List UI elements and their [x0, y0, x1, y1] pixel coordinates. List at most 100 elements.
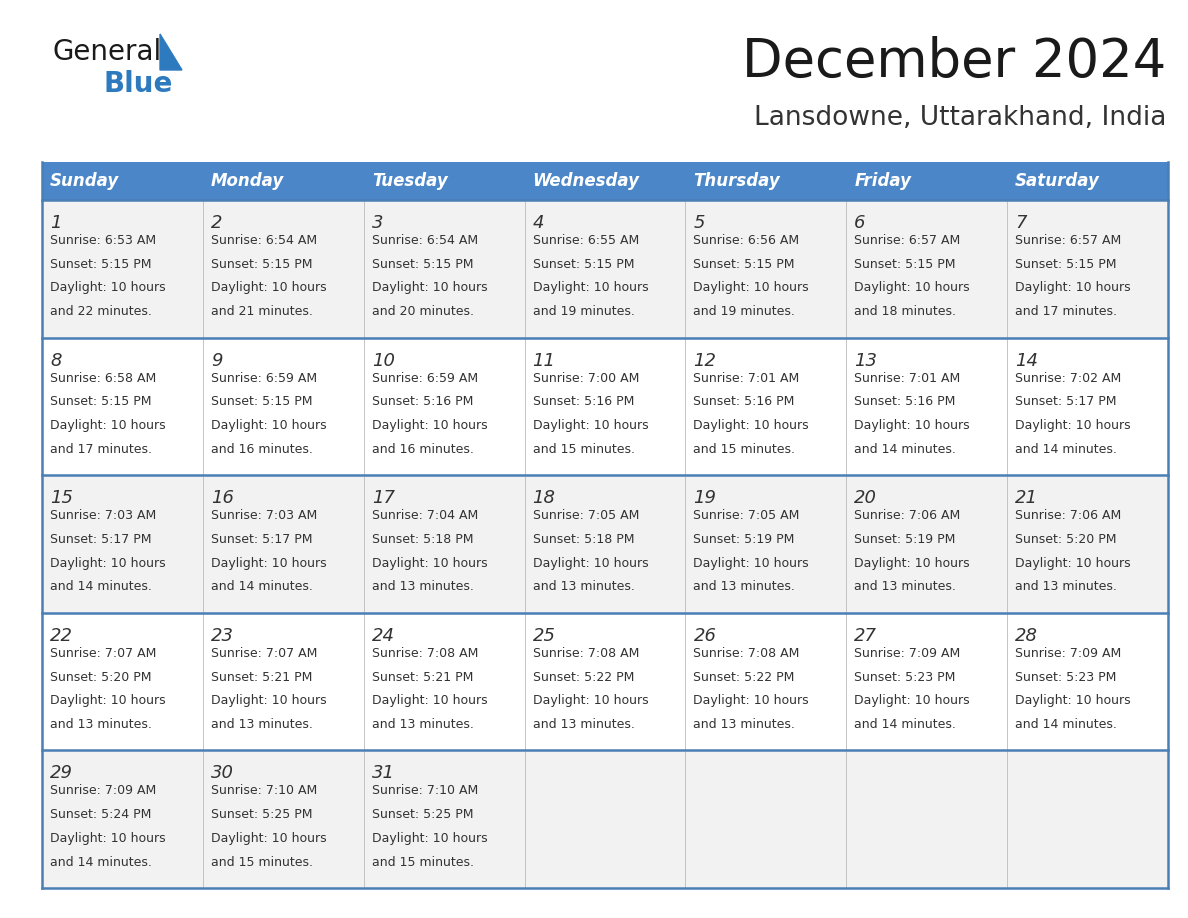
Text: 30: 30 [210, 765, 234, 782]
Text: Sunset: 5:25 PM: Sunset: 5:25 PM [210, 808, 312, 821]
Text: 26: 26 [694, 627, 716, 644]
Bar [1007, 750, 1168, 888]
Text: and 13 minutes.: and 13 minutes. [694, 580, 795, 593]
Bar [525, 476, 685, 613]
Text: Daylight: 10 hours: Daylight: 10 hours [854, 694, 969, 707]
Text: and 19 minutes.: and 19 minutes. [532, 305, 634, 319]
Text: 8: 8 [50, 352, 62, 370]
Text: Sunset: 5:17 PM: Sunset: 5:17 PM [50, 533, 152, 546]
Text: Sunrise: 7:06 AM: Sunrise: 7:06 AM [854, 509, 961, 522]
Bar [685, 338, 846, 476]
Bar [685, 162, 846, 200]
Bar [1007, 162, 1168, 200]
Text: Sunrise: 6:53 AM: Sunrise: 6:53 AM [50, 234, 156, 247]
Text: and 13 minutes.: and 13 minutes. [50, 718, 152, 731]
Text: 5: 5 [694, 214, 704, 232]
Text: Sunrise: 7:10 AM: Sunrise: 7:10 AM [372, 784, 478, 798]
Text: Sunset: 5:20 PM: Sunset: 5:20 PM [1015, 533, 1117, 546]
Text: 6: 6 [854, 214, 866, 232]
Text: 21: 21 [1015, 489, 1038, 508]
Text: 9: 9 [210, 352, 222, 370]
Text: General: General [52, 38, 162, 66]
Text: Daylight: 10 hours: Daylight: 10 hours [532, 419, 649, 432]
Text: Sunset: 5:15 PM: Sunset: 5:15 PM [532, 258, 634, 271]
Bar [685, 476, 846, 613]
Text: 29: 29 [50, 765, 72, 782]
Text: Daylight: 10 hours: Daylight: 10 hours [210, 556, 327, 570]
Text: Sunset: 5:15 PM: Sunset: 5:15 PM [372, 258, 473, 271]
Text: Daylight: 10 hours: Daylight: 10 hours [210, 832, 327, 845]
Text: Sunrise: 6:57 AM: Sunrise: 6:57 AM [1015, 234, 1121, 247]
Bar [42, 162, 203, 200]
Text: Sunrise: 6:59 AM: Sunrise: 6:59 AM [210, 372, 317, 385]
Text: 13: 13 [854, 352, 877, 370]
Text: Daylight: 10 hours: Daylight: 10 hours [50, 694, 165, 707]
Text: 25: 25 [532, 627, 556, 644]
Text: and 13 minutes.: and 13 minutes. [854, 580, 956, 593]
Text: Daylight: 10 hours: Daylight: 10 hours [532, 282, 649, 295]
Text: Sunrise: 7:03 AM: Sunrise: 7:03 AM [50, 509, 157, 522]
Text: Daylight: 10 hours: Daylight: 10 hours [854, 419, 969, 432]
Text: Sunday: Sunday [50, 172, 119, 190]
Text: Sunrise: 6:57 AM: Sunrise: 6:57 AM [854, 234, 961, 247]
Bar [42, 476, 203, 613]
Text: Sunset: 5:16 PM: Sunset: 5:16 PM [532, 396, 634, 409]
Text: Daylight: 10 hours: Daylight: 10 hours [694, 282, 809, 295]
Text: Daylight: 10 hours: Daylight: 10 hours [532, 556, 649, 570]
Text: 31: 31 [372, 765, 394, 782]
Bar [364, 476, 525, 613]
Text: Daylight: 10 hours: Daylight: 10 hours [694, 419, 809, 432]
Text: Sunset: 5:18 PM: Sunset: 5:18 PM [532, 533, 634, 546]
Polygon shape [160, 34, 182, 70]
Text: Daylight: 10 hours: Daylight: 10 hours [50, 556, 165, 570]
Text: Sunrise: 7:04 AM: Sunrise: 7:04 AM [372, 509, 478, 522]
Text: Sunrise: 7:01 AM: Sunrise: 7:01 AM [854, 372, 961, 385]
Text: 19: 19 [694, 489, 716, 508]
Text: and 16 minutes.: and 16 minutes. [210, 442, 312, 455]
Text: Lansdowne, Uttarakhand, India: Lansdowne, Uttarakhand, India [753, 105, 1165, 131]
Text: and 14 minutes.: and 14 minutes. [1015, 718, 1117, 731]
Text: and 14 minutes.: and 14 minutes. [854, 718, 956, 731]
Text: Sunrise: 7:09 AM: Sunrise: 7:09 AM [50, 784, 157, 798]
Text: Saturday: Saturday [1015, 172, 1100, 190]
Text: Tuesday: Tuesday [372, 172, 448, 190]
Bar [525, 200, 685, 338]
Bar [1007, 613, 1168, 750]
Text: and 18 minutes.: and 18 minutes. [854, 305, 956, 319]
Bar [685, 750, 846, 888]
Text: 3: 3 [372, 214, 384, 232]
Text: and 14 minutes.: and 14 minutes. [854, 442, 956, 455]
Bar [42, 200, 203, 338]
Text: and 14 minutes.: and 14 minutes. [50, 856, 152, 868]
Text: Thursday: Thursday [694, 172, 781, 190]
Text: Sunrise: 7:06 AM: Sunrise: 7:06 AM [1015, 509, 1121, 522]
Text: and 15 minutes.: and 15 minutes. [210, 856, 312, 868]
Text: Daylight: 10 hours: Daylight: 10 hours [694, 694, 809, 707]
Text: Daylight: 10 hours: Daylight: 10 hours [50, 419, 165, 432]
Text: and 13 minutes.: and 13 minutes. [532, 580, 634, 593]
Text: Daylight: 10 hours: Daylight: 10 hours [854, 556, 969, 570]
Text: Daylight: 10 hours: Daylight: 10 hours [372, 282, 487, 295]
Bar [203, 200, 364, 338]
Text: and 13 minutes.: and 13 minutes. [1015, 580, 1117, 593]
Text: and 13 minutes.: and 13 minutes. [372, 580, 474, 593]
Bar [846, 162, 1007, 200]
Bar [846, 338, 1007, 476]
Text: Sunrise: 7:08 AM: Sunrise: 7:08 AM [694, 647, 800, 660]
Text: Sunrise: 6:54 AM: Sunrise: 6:54 AM [210, 234, 317, 247]
Bar [203, 338, 364, 476]
Bar [364, 162, 525, 200]
Bar [42, 750, 203, 888]
Text: Sunset: 5:17 PM: Sunset: 5:17 PM [210, 533, 312, 546]
Text: Sunset: 5:15 PM: Sunset: 5:15 PM [210, 258, 312, 271]
Text: 15: 15 [50, 489, 72, 508]
Text: Sunrise: 7:02 AM: Sunrise: 7:02 AM [1015, 372, 1121, 385]
Text: Daylight: 10 hours: Daylight: 10 hours [210, 419, 327, 432]
Bar [203, 162, 364, 200]
Text: Sunset: 5:19 PM: Sunset: 5:19 PM [854, 533, 955, 546]
Text: Daylight: 10 hours: Daylight: 10 hours [1015, 282, 1131, 295]
Bar [525, 162, 685, 200]
Text: Sunrise: 6:58 AM: Sunrise: 6:58 AM [50, 372, 157, 385]
Bar [525, 750, 685, 888]
Text: Sunrise: 6:59 AM: Sunrise: 6:59 AM [372, 372, 478, 385]
